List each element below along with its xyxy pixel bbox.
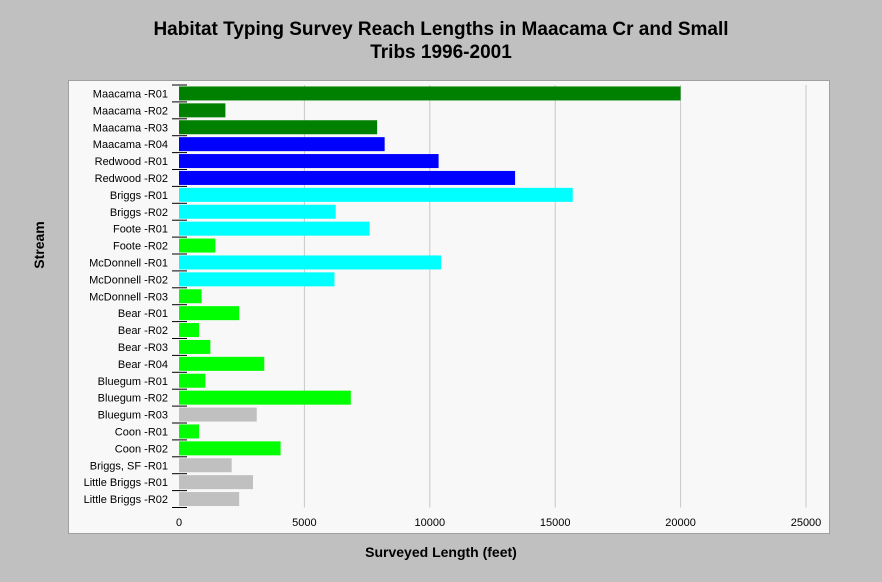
category-label-17: Bear -R04	[118, 359, 168, 371]
bar-19	[179, 390, 351, 405]
bar-4	[179, 137, 385, 152]
category-label-18: Bluegum -R01	[98, 376, 168, 388]
category-label-1: Maacama -R01	[93, 88, 168, 100]
category-label-10: Foote -R02	[113, 241, 168, 253]
x-tick-label-3: 15000	[540, 517, 571, 529]
chart-title-line-2: Tribs 1996-2001	[370, 42, 512, 63]
chart-title: Habitat Typing Survey Reach Lengths in M…	[0, 18, 882, 64]
category-label-12: McDonnell -R02	[89, 274, 168, 286]
category-label-14: Bear -R01	[118, 308, 168, 320]
x-tick-label-5: 25000	[791, 517, 822, 529]
category-label-15: Bear -R02	[118, 325, 168, 337]
bar-21	[179, 424, 200, 439]
x-tick-label-2: 10000	[415, 517, 446, 529]
bar-7	[179, 187, 573, 202]
category-label-6: Redwood -R02	[95, 173, 168, 185]
bar-20	[179, 407, 257, 422]
x-tick-label-1: 5000	[292, 517, 316, 529]
bar-18	[179, 373, 206, 388]
category-label-20: Bluegum -R03	[98, 410, 168, 422]
category-label-8: Briggs -R02	[110, 207, 168, 219]
category-label-21: Coon -R01	[115, 426, 168, 438]
x-tick-label-4: 20000	[665, 517, 696, 529]
bar-13	[179, 289, 202, 304]
category-label-7: Briggs -R01	[110, 190, 168, 202]
bar-6	[179, 170, 516, 185]
bar-3	[179, 120, 378, 135]
bar-2	[179, 103, 226, 118]
bar-17	[179, 356, 265, 371]
category-label-5: Redwood -R01	[95, 156, 168, 168]
bar-8	[179, 204, 336, 219]
bar-14	[179, 306, 240, 321]
bar-23	[179, 458, 232, 473]
bar-10	[179, 238, 216, 253]
category-label-2: Maacama -R02	[93, 105, 168, 117]
bar-24	[179, 475, 253, 490]
bar-22	[179, 441, 281, 456]
category-label-19: Bluegum -R02	[98, 393, 168, 405]
category-label-11: McDonnell -R01	[89, 257, 168, 269]
y-axis-label: Stream	[31, 221, 47, 269]
category-label-22: Coon -R02	[115, 443, 168, 455]
x-tick-label-0: 0	[176, 517, 182, 529]
bar-15	[179, 323, 200, 338]
bar-11	[179, 255, 442, 270]
category-label-13: McDonnell -R03	[89, 291, 168, 303]
category-label-3: Maacama -R03	[93, 122, 168, 134]
bar-16	[179, 339, 211, 354]
category-label-23: Briggs, SF -R01	[90, 460, 168, 472]
category-label-4: Maacama -R04	[93, 139, 168, 151]
category-label-25: Little Briggs -R02	[84, 494, 168, 506]
category-label-9: Foote -R01	[113, 224, 168, 236]
chart-title-line-1: Habitat Typing Survey Reach Lengths in M…	[153, 19, 729, 40]
bar-25	[179, 492, 240, 507]
bar-12	[179, 272, 335, 287]
bar-1	[179, 86, 681, 101]
category-label-16: Bear -R03	[118, 342, 168, 354]
bar-5	[179, 154, 439, 169]
x-axis-label: Surveyed Length (feet)	[365, 544, 517, 560]
bar-9	[179, 221, 370, 236]
category-label-24: Little Briggs -R01	[84, 477, 168, 489]
